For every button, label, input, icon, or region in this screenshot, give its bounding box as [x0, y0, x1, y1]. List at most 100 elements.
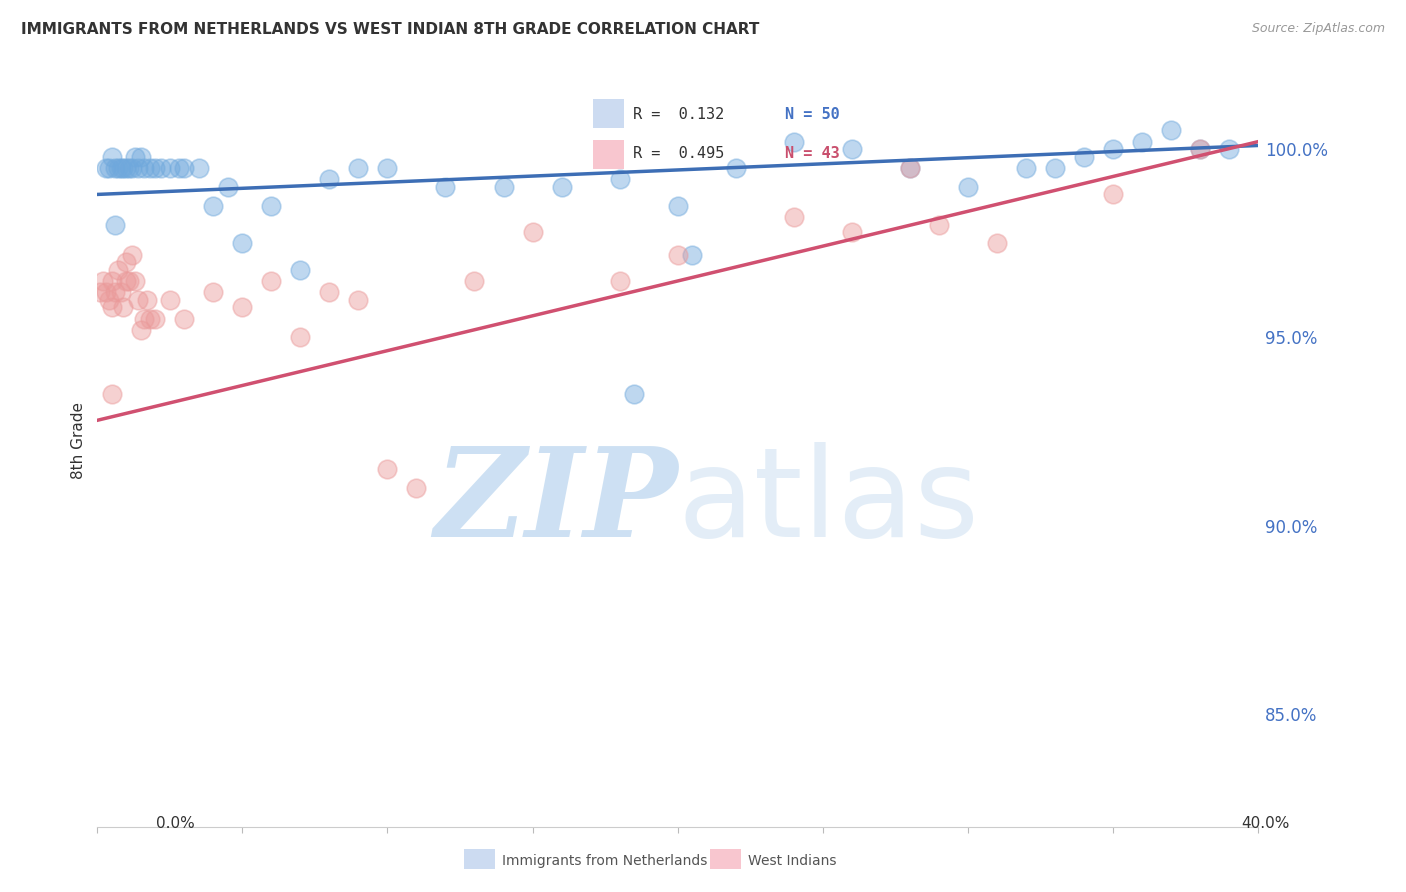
- Point: [173, 161, 195, 175]
- Point: [112, 301, 135, 315]
- Point: [609, 172, 631, 186]
- Text: N = 50: N = 50: [785, 107, 839, 121]
- Point: [1101, 187, 1123, 202]
- Point: [112, 161, 135, 175]
- Point: [260, 274, 283, 288]
- Point: [150, 161, 173, 175]
- Point: [377, 161, 399, 175]
- Point: [107, 161, 129, 175]
- Point: [1015, 161, 1038, 175]
- Point: [841, 225, 863, 239]
- Point: [104, 285, 127, 300]
- Text: atlas: atlas: [678, 442, 980, 563]
- Text: N = 43: N = 43: [785, 146, 839, 161]
- Text: West Indians: West Indians: [748, 854, 837, 868]
- Point: [290, 262, 312, 277]
- Point: [522, 225, 544, 239]
- Point: [347, 293, 370, 307]
- Point: [187, 161, 209, 175]
- Point: [121, 161, 143, 175]
- Text: ZIP: ZIP: [434, 442, 678, 564]
- Point: [1043, 161, 1066, 175]
- Point: [89, 285, 111, 300]
- Point: [666, 247, 689, 261]
- Point: [928, 218, 950, 232]
- Point: [173, 311, 195, 326]
- Point: [101, 274, 124, 288]
- Point: [290, 330, 312, 344]
- Bar: [593, 99, 624, 128]
- Point: [135, 293, 157, 307]
- Point: [231, 236, 253, 251]
- Point: [159, 293, 181, 307]
- Point: [145, 311, 167, 326]
- Point: [550, 180, 572, 194]
- Point: [202, 199, 225, 213]
- Point: [724, 161, 747, 175]
- Point: [231, 301, 253, 315]
- Point: [129, 323, 152, 337]
- Point: [127, 161, 149, 175]
- Point: [956, 180, 979, 194]
- Point: [1130, 135, 1153, 149]
- Point: [138, 161, 160, 175]
- Point: [115, 255, 138, 269]
- Point: [217, 180, 239, 194]
- Point: [623, 387, 645, 401]
- Point: [118, 274, 141, 288]
- Point: [898, 161, 921, 175]
- Point: [1218, 142, 1240, 156]
- Point: [129, 150, 152, 164]
- Point: [104, 161, 127, 175]
- Point: [127, 293, 149, 307]
- Point: [841, 142, 863, 156]
- Point: [132, 311, 155, 326]
- Point: [91, 274, 114, 288]
- Point: [681, 247, 703, 261]
- Point: [101, 301, 124, 315]
- Point: [115, 274, 138, 288]
- Point: [121, 247, 143, 261]
- Point: [132, 161, 155, 175]
- Text: 40.0%: 40.0%: [1241, 816, 1289, 831]
- Text: Immigrants from Netherlands: Immigrants from Netherlands: [502, 854, 707, 868]
- Point: [101, 387, 124, 401]
- Text: R =  0.132: R = 0.132: [633, 107, 724, 121]
- Point: [94, 161, 117, 175]
- Point: [898, 161, 921, 175]
- Point: [124, 274, 146, 288]
- Point: [97, 293, 120, 307]
- Point: [1188, 142, 1211, 156]
- Point: [405, 481, 427, 495]
- Y-axis label: 8th Grade: 8th Grade: [72, 402, 86, 480]
- Point: [104, 218, 127, 232]
- Point: [1101, 142, 1123, 156]
- Point: [986, 236, 1008, 251]
- Point: [1188, 142, 1211, 156]
- Point: [782, 135, 804, 149]
- Point: [434, 180, 457, 194]
- Point: [318, 285, 340, 300]
- Bar: [593, 140, 624, 169]
- Point: [377, 462, 399, 476]
- Text: R =  0.495: R = 0.495: [633, 146, 724, 161]
- Point: [145, 161, 167, 175]
- Point: [101, 150, 124, 164]
- Point: [159, 161, 181, 175]
- Point: [463, 274, 485, 288]
- Point: [318, 172, 340, 186]
- Point: [124, 150, 146, 164]
- Point: [115, 161, 138, 175]
- Point: [97, 161, 120, 175]
- Point: [609, 274, 631, 288]
- Point: [167, 161, 190, 175]
- Text: 0.0%: 0.0%: [156, 816, 195, 831]
- Point: [110, 161, 132, 175]
- Point: [202, 285, 225, 300]
- Point: [107, 262, 129, 277]
- Point: [492, 180, 515, 194]
- Point: [94, 285, 117, 300]
- Text: Source: ZipAtlas.com: Source: ZipAtlas.com: [1251, 22, 1385, 36]
- Point: [782, 210, 804, 224]
- Point: [666, 199, 689, 213]
